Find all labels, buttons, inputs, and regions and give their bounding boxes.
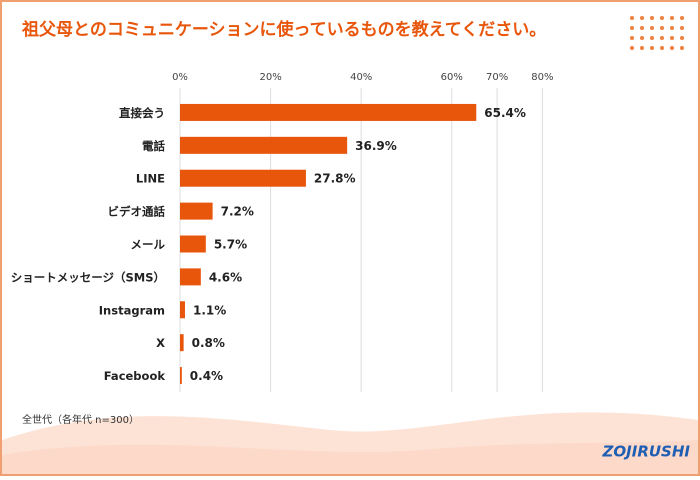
chart-title: 祖父母とのコミュニケーションに使っているものを教えてください。 [21, 19, 546, 40]
dot [630, 26, 634, 30]
dot [660, 36, 664, 40]
value-label: 4.6% [209, 270, 242, 284]
bar [180, 235, 206, 253]
category-label: X [156, 336, 165, 350]
dot [640, 16, 644, 20]
value-label: 0.8% [192, 336, 225, 350]
category-label: ショートメッセージ（SMS） [11, 270, 165, 284]
dot [660, 16, 664, 20]
bar [180, 202, 213, 220]
category-label: メール [131, 238, 166, 252]
bar [180, 169, 306, 187]
value-label: 65.4% [484, 106, 526, 120]
dot [630, 16, 634, 20]
x-tick-label: 0% [172, 72, 188, 83]
x-tick-label: 20% [259, 72, 281, 83]
dot [680, 46, 684, 50]
dot [660, 26, 664, 30]
value-label: 0.4% [190, 369, 223, 383]
dot [640, 26, 644, 30]
note: 全世代（各年代 n=300） [22, 413, 139, 426]
dot [660, 46, 664, 50]
x-tick-label: 70% [486, 72, 508, 83]
dot [650, 26, 654, 30]
value-label: 36.9% [355, 139, 397, 153]
dot [670, 16, 674, 20]
x-tick-label: 80% [531, 72, 553, 83]
dot [680, 36, 684, 40]
dot [650, 46, 654, 50]
dot [670, 36, 674, 40]
category-label: 電話 [142, 139, 165, 153]
wave [2, 440, 698, 474]
category-label: Instagram [99, 303, 165, 317]
dot-pattern [630, 16, 684, 50]
dot [650, 36, 654, 40]
dot [680, 26, 684, 30]
dot [630, 46, 634, 50]
category-label: ビデオ通話 [108, 205, 166, 219]
logo: ZOJIRUSHI [602, 443, 691, 461]
bar [180, 301, 185, 319]
dot [650, 16, 654, 20]
dot [640, 36, 644, 40]
bar [180, 334, 184, 352]
bar [180, 268, 201, 286]
value-label: 27.8% [314, 172, 356, 186]
value-label: 7.2% [221, 205, 254, 219]
dot [680, 16, 684, 20]
category-label: 直接会う [119, 106, 165, 120]
x-tick-label: 60% [441, 72, 463, 83]
dot [640, 46, 644, 50]
category-label: LINE [136, 172, 165, 186]
value-label: 1.1% [193, 303, 226, 317]
dot [630, 36, 634, 40]
dot [670, 26, 674, 30]
bar [180, 367, 182, 385]
category-label: Facebook [104, 369, 166, 383]
dot [670, 46, 674, 50]
value-label: 5.7% [214, 238, 247, 252]
bar [180, 103, 477, 121]
bar [180, 136, 348, 154]
x-tick-label: 40% [350, 72, 372, 83]
